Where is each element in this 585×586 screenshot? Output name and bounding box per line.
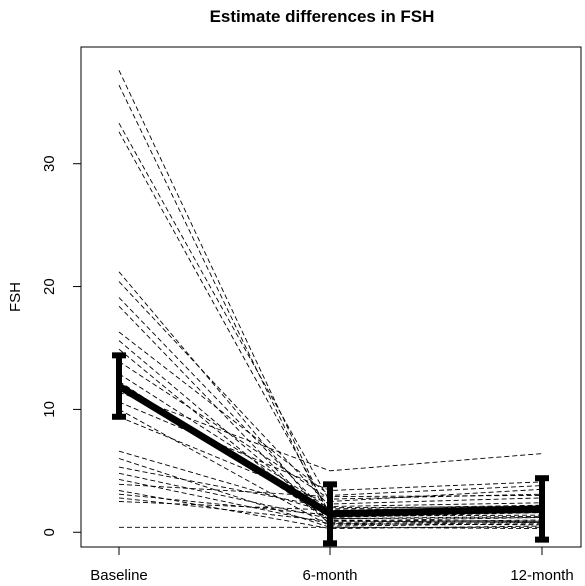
y-tick-label-10: 10 (41, 401, 58, 418)
mean-point-3 (539, 505, 545, 512)
mean-point-2 (327, 510, 333, 517)
axes-group: 0 10 20 30 Baseline 6-month 12-month (41, 155, 574, 584)
individual-line-4 (118, 131, 543, 515)
individual-lines-group (118, 70, 543, 530)
x-tick-label-3: 12-month (510, 567, 573, 584)
y-tick-label-30: 30 (41, 155, 58, 172)
x-tick-label-1: Baseline (90, 567, 148, 584)
chart-title: Estimate differences in FSH (210, 7, 435, 26)
y-tick-label-0: 0 (41, 528, 58, 536)
mean-series-group (112, 352, 549, 547)
y-tick-label-20: 20 (41, 278, 58, 295)
mean-point-1 (116, 383, 122, 390)
individual-line-1 (118, 70, 543, 518)
individual-line-15 (118, 391, 543, 472)
y-axis-label: FSH (7, 282, 24, 312)
x-tick-label-2: 6-month (302, 567, 357, 584)
plot-area-frame (80, 46, 582, 548)
individual-line-21 (118, 466, 543, 509)
individual-line-16 (118, 401, 543, 491)
individual-line-2 (118, 84, 543, 522)
individual-line-20 (118, 458, 543, 530)
individual-line-12 (118, 361, 543, 500)
